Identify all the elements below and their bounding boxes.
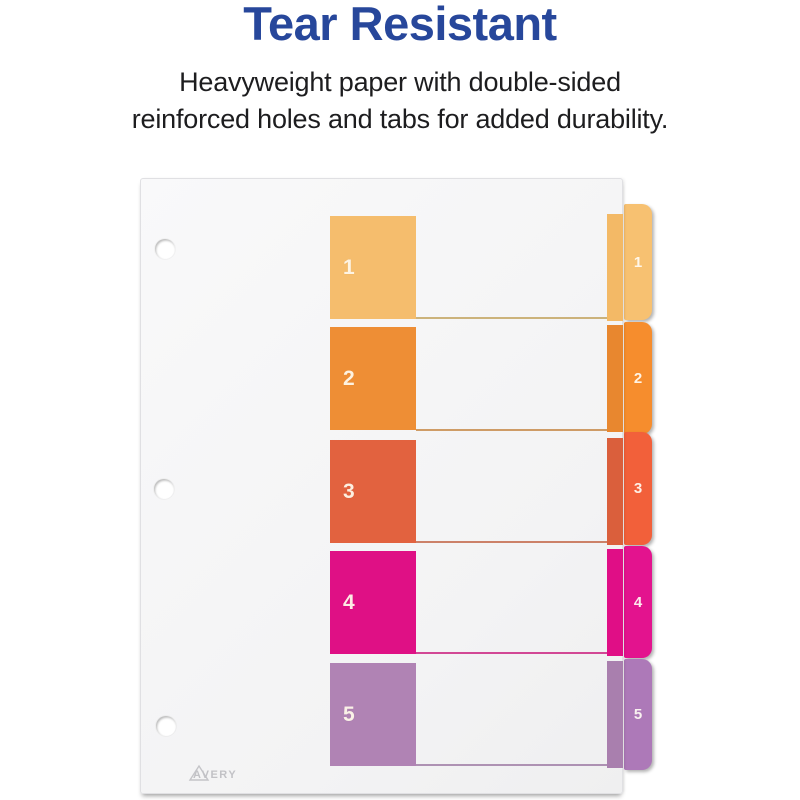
index-tab-5: 5 (624, 659, 652, 770)
punch-hole-middle (154, 479, 174, 499)
avery-logo-text: AVERY (193, 769, 237, 781)
toc-block-5: 5 (330, 663, 416, 766)
edge-strip-3 (607, 438, 623, 545)
index-tab-1: 1 (624, 204, 652, 320)
tab-number-5: 5 (633, 706, 643, 723)
headline: Tear Resistant (243, 0, 557, 50)
toc-block-number-2: 2 (343, 366, 355, 390)
toc-block-4: 4 (330, 551, 416, 654)
punch-hole-top (155, 239, 175, 259)
edge-strip-2 (607, 325, 623, 432)
avery-triangle-icon (188, 764, 210, 781)
subheadline-line-2: reinforced holes and tabs for added dura… (131, 104, 669, 134)
subheadline-line-1: Heavyweight paper with double-sided (179, 67, 621, 97)
avery-logo: AVERY (187, 763, 267, 785)
toc-block-number-3: 3 (343, 479, 355, 503)
tab-number-3: 3 (633, 480, 643, 497)
index-tab-4: 4 (624, 546, 652, 658)
divider-edge-line-2 (416, 429, 608, 431)
divider-edge-line-1 (416, 317, 608, 319)
edge-strip-5 (607, 661, 623, 768)
tab-number-1: 1 (633, 253, 643, 271)
index-tab-3: 3 (624, 432, 652, 545)
divider-edge-line-5 (416, 764, 608, 766)
divider-sheet: 1 2 3 4 5 (140, 178, 623, 794)
index-tab-2: 2 (624, 322, 652, 434)
toc-block-number-1: 1 (343, 255, 355, 279)
tab-number-2: 2 (633, 369, 643, 387)
edge-strip-1 (607, 214, 623, 321)
toc-block-number-4: 4 (343, 590, 355, 614)
tab-number-4: 4 (633, 593, 643, 611)
punch-hole-bottom (156, 716, 176, 736)
toc-block-3: 3 (330, 440, 416, 543)
toc-block-2: 2 (330, 327, 416, 430)
subheadline: Heavyweight paper with double-sided rein… (0, 64, 800, 138)
divider-edge-line-4 (416, 652, 608, 654)
edge-strip-4 (607, 549, 623, 656)
divider-edge-line-3 (416, 541, 608, 543)
toc-block-number-5: 5 (343, 702, 355, 726)
toc-block-1: 1 (330, 216, 416, 319)
divider-set: 1 2 3 4 5 1 2 (140, 178, 660, 800)
